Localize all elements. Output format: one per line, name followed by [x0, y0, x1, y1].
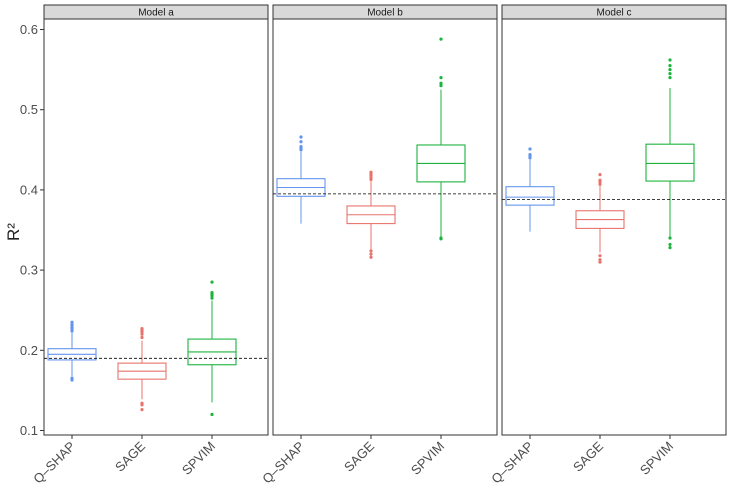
facet-panel-1: Model a Q–SHAP SAGE SPVIM — [30, 4, 269, 487]
outlier-point — [598, 182, 602, 186]
box-qshap — [47, 320, 97, 382]
outlier-point — [299, 144, 303, 149]
panel-frame — [272, 18, 498, 436]
outlier-point — [210, 296, 214, 300]
outlier-point — [70, 323, 74, 327]
outlier-point — [668, 76, 672, 80]
outlier-point — [598, 258, 602, 262]
box-qshap — [276, 135, 326, 224]
outlier-point — [528, 153, 532, 157]
y-tick-label: 0.3 — [20, 263, 38, 278]
outlier-point — [598, 254, 602, 258]
box-spvim — [187, 280, 237, 417]
outlier-point — [439, 76, 443, 80]
y-tick-label: 0.6 — [20, 22, 38, 37]
outlier-point — [439, 84, 443, 88]
y-axis-label: R² — [4, 223, 23, 241]
box-qshap — [505, 147, 555, 232]
outlier-point — [598, 178, 602, 182]
outlier-point — [369, 249, 373, 253]
outlier-point — [598, 260, 602, 264]
x-tick-label: SAGE — [570, 438, 606, 474]
outlier-point — [598, 173, 602, 177]
outlier-point — [140, 408, 144, 412]
outlier-point — [668, 58, 672, 62]
facet-panel-3: Model c Q–SHAP SAGE SPVIM — [488, 4, 727, 487]
box-iqr — [645, 143, 695, 182]
x-tick-label: Q–SHAP — [259, 439, 307, 487]
outlier-point — [668, 246, 672, 250]
y-tick-label: 0.2 — [20, 343, 38, 358]
outlier-point — [369, 176, 373, 180]
x-tick-label: SPVIM — [408, 439, 447, 478]
box-iqr — [505, 186, 555, 206]
box-sage — [117, 327, 167, 412]
y-tick-label: 0.1 — [20, 423, 38, 438]
x-tick-label: SAGE — [112, 438, 148, 474]
outlier-point — [439, 81, 443, 85]
outlier-point — [210, 280, 214, 284]
box-spvim — [645, 58, 695, 250]
box-spvim — [416, 37, 466, 241]
facet-panel-2: Model b Q–SHAP SAGE SPVIM — [259, 4, 498, 487]
facet-title: Model c — [596, 8, 631, 19]
x-tick-label: Q–SHAP — [488, 439, 536, 487]
facet-title: Model b — [367, 8, 403, 19]
outlier-point — [668, 242, 672, 247]
outlier-point — [369, 255, 373, 259]
box-sage — [346, 170, 396, 259]
outlier-point — [668, 72, 672, 76]
outlier-point — [668, 63, 672, 68]
x-tick-label: Q–SHAP — [30, 439, 78, 487]
outlier-point — [369, 252, 373, 256]
outlier-point — [210, 290, 214, 295]
outlier-point — [299, 140, 303, 144]
outlier-point — [140, 327, 144, 331]
outlier-point — [299, 135, 303, 139]
outlier-point — [70, 320, 74, 324]
outlier-point — [140, 401, 144, 405]
x-tick-label: SPVIM — [637, 439, 676, 478]
outlier-point — [210, 412, 214, 417]
outlier-point — [668, 236, 672, 240]
outlier-point — [439, 37, 443, 41]
outlier-point — [70, 376, 74, 380]
outlier-point — [439, 236, 443, 240]
facet-title: Model a — [138, 8, 174, 19]
outlier-point — [668, 68, 672, 72]
outlier-point — [369, 170, 373, 174]
outlier-point — [140, 335, 144, 340]
box-sage — [575, 173, 625, 264]
outlier-point — [140, 332, 144, 336]
x-tick-label: SPVIM — [179, 439, 218, 478]
outlier-point — [528, 147, 532, 151]
y-tick-label: 0.5 — [20, 102, 38, 117]
y-tick-label: 0.4 — [20, 182, 38, 197]
x-tick-label: SAGE — [341, 438, 377, 474]
